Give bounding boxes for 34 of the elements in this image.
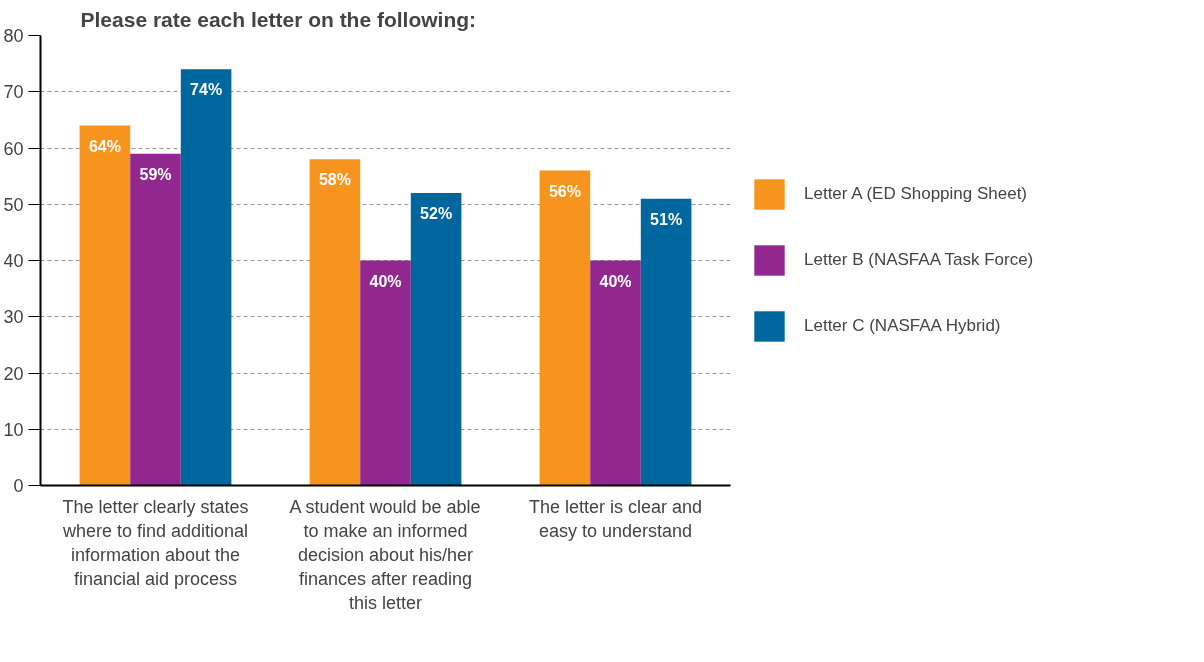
data-label: 40%: [599, 272, 632, 290]
bar: [309, 159, 361, 486]
y-tick-label: 20: [3, 363, 24, 384]
y-tick-label: 0: [13, 476, 24, 496]
bar: [590, 260, 641, 486]
x-tick-label: The letter clearly states where to find additional information about the financial aid process: [61, 496, 249, 589]
data-label: 59%: [139, 165, 172, 183]
bar: [180, 69, 232, 486]
data-label: 58%: [318, 171, 351, 189]
y-tick-label: 40: [3, 251, 24, 271]
x-tick-label: The letter is clear and easy to understand: [528, 496, 703, 541]
legend-label: Letter A (ED Shopping Sheet): [804, 184, 1028, 204]
data-label: 56%: [548, 182, 581, 200]
data-label: 74%: [190, 81, 223, 99]
legend-label: Letter B (NASFAA Task Force): [804, 250, 1034, 270]
y-tick-label: 80: [3, 26, 24, 46]
bar: [360, 260, 411, 486]
bar: [79, 125, 131, 486]
y-tick-label: 60: [3, 138, 24, 159]
y-tick-label: 50: [3, 194, 24, 215]
chart-title: Please rate each letter on the following:: [80, 7, 477, 31]
bar: [539, 170, 591, 486]
bar: [640, 198, 692, 486]
data-label: 64%: [88, 137, 121, 155]
data-label: 52%: [420, 205, 453, 222]
y-tick-label: 10: [3, 419, 24, 440]
x-tick-label: A student would be able to make an informed decision about his/her finances after reading this letter: [289, 496, 481, 613]
y-tick-label: 30: [3, 307, 24, 328]
bar: [130, 153, 181, 486]
data-label: 40%: [369, 272, 402, 290]
bar: [410, 193, 462, 486]
y-tick-label: 70: [3, 82, 24, 103]
data-label: 51%: [650, 210, 683, 228]
legend-label: Letter C (NASFAA Hybrid): [804, 316, 1001, 336]
